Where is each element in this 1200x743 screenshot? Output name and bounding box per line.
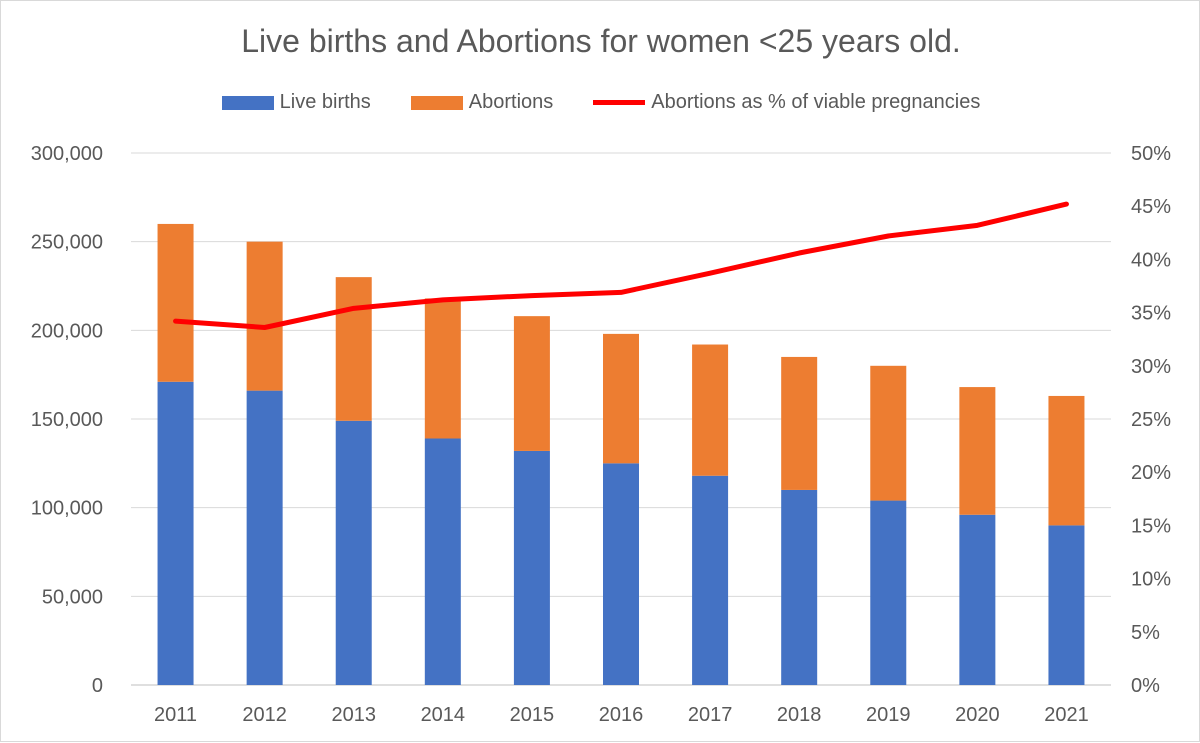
left-tick-label: 100,000 <box>31 498 103 520</box>
right-tick-label: 5% <box>1131 622 1160 644</box>
x-tick-label: 2021 <box>1044 704 1089 726</box>
x-tick-label: 2019 <box>866 704 911 726</box>
bar-live-births-2019 <box>870 501 906 685</box>
bar-live-births-2015 <box>514 451 550 685</box>
bar-abortions-2020 <box>959 387 995 515</box>
bar-abortions-2016 <box>603 334 639 463</box>
x-tick-label: 2014 <box>421 704 466 726</box>
left-tick-label: 200,000 <box>31 320 103 342</box>
bar-abortions-2017 <box>692 345 728 476</box>
bar-live-births-2011 <box>158 382 194 685</box>
bar-live-births-2013 <box>336 421 372 685</box>
bar-abortions-2013 <box>336 277 372 421</box>
line-abortion-pct <box>176 204 1067 327</box>
bar-live-births-2021 <box>1048 525 1084 685</box>
bar-abortions-2014 <box>425 298 461 438</box>
x-tick-label: 2018 <box>777 704 822 726</box>
right-tick-label: 10% <box>1131 569 1171 591</box>
bar-live-births-2012 <box>247 391 283 685</box>
bar-abortions-2012 <box>247 242 283 391</box>
right-tick-label: 40% <box>1131 249 1171 271</box>
bar-live-births-2014 <box>425 439 461 685</box>
bar-live-births-2016 <box>603 463 639 685</box>
right-tick-label: 0% <box>1131 675 1160 697</box>
bar-live-births-2018 <box>781 490 817 685</box>
right-tick-label: 35% <box>1131 303 1171 325</box>
right-tick-label: 30% <box>1131 356 1171 378</box>
bar-abortions-2015 <box>514 316 550 451</box>
x-tick-label: 2016 <box>599 704 644 726</box>
bar-abortions-2018 <box>781 357 817 490</box>
left-tick-label: 250,000 <box>31 232 103 254</box>
right-tick-label: 25% <box>1131 409 1171 431</box>
bar-live-births-2020 <box>959 515 995 685</box>
left-tick-label: 150,000 <box>31 409 103 431</box>
x-tick-label: 2012 <box>242 704 287 726</box>
right-tick-label: 45% <box>1131 196 1171 218</box>
bar-live-births-2017 <box>692 476 728 685</box>
x-tick-label: 2020 <box>955 704 1000 726</box>
right-tick-label: 50% <box>1131 143 1171 165</box>
bar-abortions-2019 <box>870 366 906 501</box>
x-tick-label: 2015 <box>510 704 555 726</box>
left-tick-label: 0 <box>92 675 103 697</box>
bar-abortions-2021 <box>1048 396 1084 525</box>
x-tick-label: 2017 <box>688 704 733 726</box>
left-tick-label: 50,000 <box>42 586 103 608</box>
left-tick-label: 300,000 <box>31 143 103 165</box>
x-tick-label: 2011 <box>154 704 197 726</box>
bar-abortions-2011 <box>158 224 194 382</box>
right-tick-label: 20% <box>1131 462 1171 484</box>
x-tick-label: 2013 <box>331 704 376 726</box>
right-tick-label: 15% <box>1131 515 1171 537</box>
